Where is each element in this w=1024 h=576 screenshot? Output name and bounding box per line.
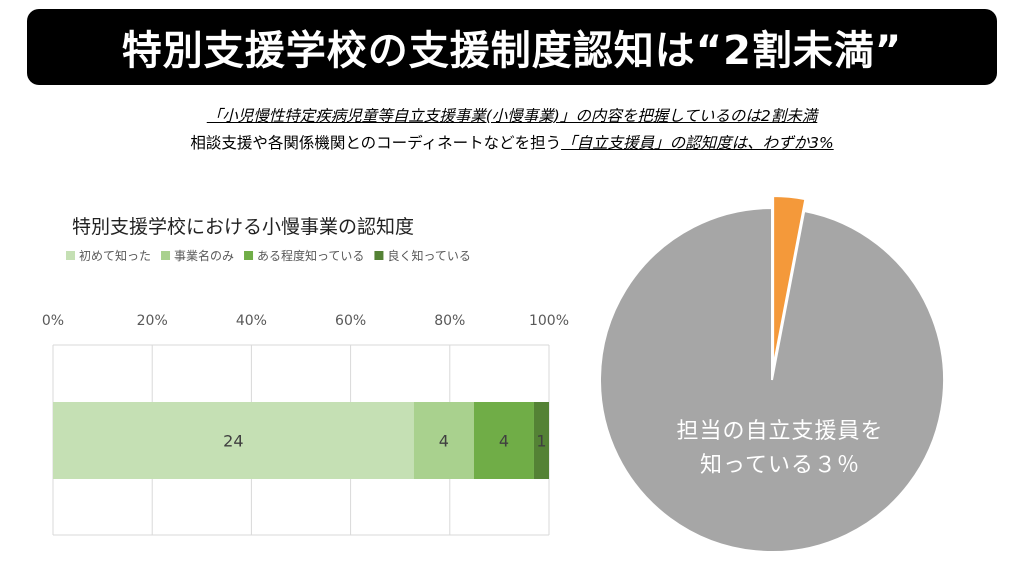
- x-tick-label: 20%: [137, 313, 168, 329]
- x-tick-label: 0%: [42, 313, 64, 329]
- legend-label: 事業名のみ: [174, 248, 234, 263]
- pie-slice: [599, 206, 945, 553]
- subtitle-line-2: 相談支援や各関係機関とのコーディネートなどを担う「自立支援員」の認知度は、わずか…: [0, 131, 1024, 153]
- legend-label: ある程度知っている: [257, 248, 364, 263]
- bar-segment: [473, 402, 534, 479]
- data-label: 4: [439, 432, 449, 451]
- legend-swatch: [374, 251, 384, 260]
- x-tick-label: 100%: [529, 313, 569, 329]
- data-label: 1: [536, 432, 546, 451]
- page-title: 特別支援学校の支援制度認知は“2割未満”: [121, 28, 903, 74]
- pie-label-line-2: 知っている３％: [700, 453, 860, 478]
- pie-label: 担当の自立支援員を 知っている３％: [640, 415, 920, 483]
- x-tick-label: 80%: [434, 313, 465, 329]
- x-tick-label: 60%: [335, 313, 366, 329]
- bar-segment: [53, 402, 414, 479]
- chart-title: 特別支援学校における小慢事業の認知度: [72, 216, 414, 238]
- legend-swatch: [66, 251, 75, 260]
- legend-swatch: [244, 251, 254, 260]
- data-label: 24: [223, 432, 243, 451]
- data-label: 4: [499, 432, 509, 451]
- subtitle-line-1: 「小児慢性特定疾病児童等自立支援事業(小慢事業)」の内容を把握しているのは2割未…: [206, 107, 818, 125]
- subtitle-line-2-emphasis: 「自立支援員」の認知度は、わずか3%: [561, 134, 834, 152]
- bar-segment: [413, 402, 474, 479]
- subtitle-line-2-plain: 相談支援や各関係機関とのコーディネートなどを担う: [190, 134, 562, 152]
- bar-segment: [533, 402, 549, 479]
- pie-chart: [599, 195, 945, 553]
- pie-slice: [772, 195, 807, 369]
- title-banner: 特別支援学校の支援制度認知は“2割未満”: [27, 9, 997, 85]
- legend-label: 良く知っている: [387, 248, 470, 263]
- pie-label-line-1: 担当の自立支援員を: [676, 419, 884, 444]
- x-tick-label: 40%: [236, 313, 267, 329]
- legend-label: 初めて知った: [79, 249, 151, 263]
- legend-swatch: [161, 251, 171, 260]
